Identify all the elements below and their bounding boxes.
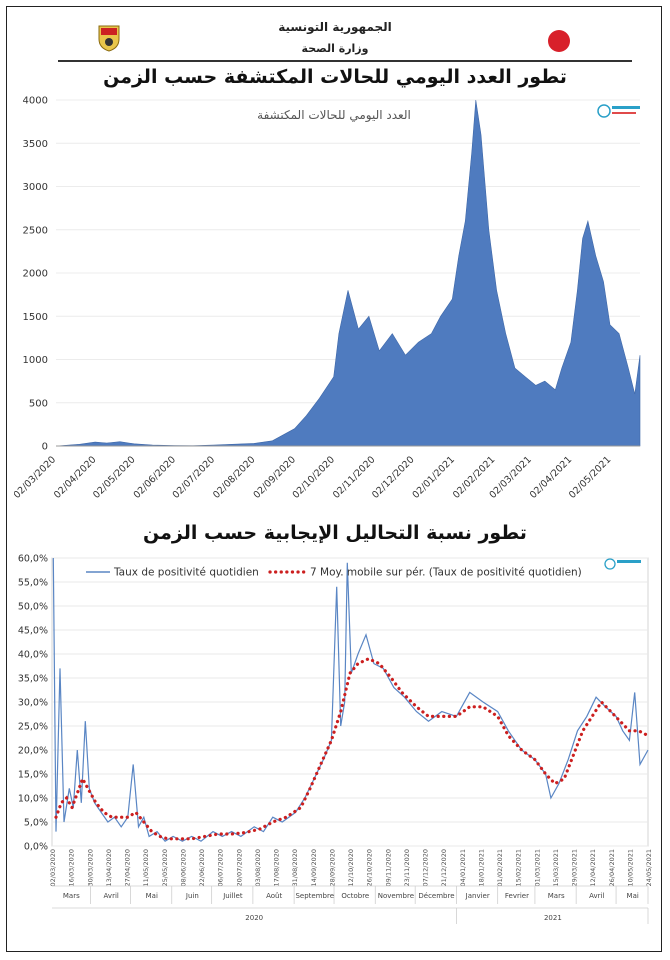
chart2-x-tick-label: 03/08/2020: [254, 849, 262, 886]
chart2-x-tick-label: 18/01/2021: [477, 849, 485, 886]
chart2-x-tick-label: 20/07/2020: [235, 849, 243, 886]
chart2-legend-moving-average: 7 Moy. mobile sur pér. (Taux de positivi…: [310, 567, 582, 579]
chart2-y-tick-label: 50,0%: [18, 602, 48, 613]
chart2-month-label: Mars: [63, 892, 80, 900]
chart1-y-tick-label: 4000: [23, 96, 48, 107]
chart2-y-tick-label: 60,0%: [18, 554, 48, 565]
chart2-y-tick-label: 25,0%: [18, 722, 48, 733]
chart2-x-tick-label: 23/11/2020: [403, 849, 411, 886]
chart2-x-tick-label: 14/09/2020: [310, 849, 318, 886]
chart2-y-tick-label: 55,0%: [18, 578, 48, 589]
chart2-x-tick-label: 07/12/2020: [422, 849, 430, 886]
chart2-year-label: 2021: [544, 914, 562, 922]
chart2-x-tick-label: 10/05/2021: [626, 849, 634, 886]
daily-cases-chart: 0500100015002000250030003500400002/03/20…: [14, 96, 641, 501]
chart1-x-tick-label: 02/05/2021: [567, 454, 614, 501]
chart2-x-tick-label: 01/03/2021: [533, 849, 541, 886]
chart2-moving-average-line: [54, 657, 650, 841]
chart2-y-tick-label: 45,0%: [18, 626, 48, 637]
chart2-month-label: Novembre: [378, 892, 414, 900]
chart2-month-label: Août: [266, 892, 282, 900]
chart2-month-label: Mai: [627, 892, 639, 900]
chart1-inner-label: العدد اليومي للحالات المكتشفة: [257, 108, 411, 123]
chart2-y-tick-label: 15,0%: [18, 770, 48, 781]
chart2-x-tick-label: 15/03/2021: [552, 849, 560, 886]
chart2-x-tick-label: 12/10/2020: [347, 849, 355, 886]
chart2-month-label: Janvier: [465, 892, 490, 900]
header-divider: [58, 60, 632, 62]
chart1-y-tick-label: 2500: [23, 225, 48, 236]
chart2-x-tick-label: 13/04/2020: [105, 849, 113, 886]
chart2-y-tick-label: 10,0%: [18, 794, 48, 805]
chart2-x-tick-label: 24/05/2021: [645, 849, 653, 886]
header-republic: الجمهورية التونسية: [278, 20, 392, 34]
chart2-x-tick-label: 30/03/2020: [86, 849, 94, 886]
ministry-logo-icon: [548, 30, 570, 52]
chart1-y-tick-label: 0: [42, 442, 48, 453]
chart2-month-label: Mai: [146, 892, 158, 900]
chart1-y-tick-label: 3000: [23, 182, 48, 193]
chart2-x-tick-label: 15/02/2021: [515, 849, 523, 886]
chart2-month-label: Mars: [548, 892, 565, 900]
chart2-daily-positivity-line: [52, 557, 649, 842]
chart2-x-tick-label: 04/01/2021: [459, 849, 467, 886]
chart2-y-tick-label: 40,0%: [18, 650, 48, 661]
chart1-y-tick-label: 500: [29, 398, 48, 409]
chart2-x-tick-label: 11/05/2020: [142, 849, 150, 886]
tunisia-emblem-icon: [98, 25, 120, 52]
chart2-x-tick-label: 02/03/2020: [49, 849, 57, 886]
header-ministry: وزارة الصحة: [301, 42, 369, 55]
chart1-area-series: [55, 99, 641, 447]
chart2-x-tick-label: 21/12/2020: [440, 849, 448, 886]
chart1-x-tick-label: 02/07/2020: [171, 454, 218, 501]
chart1-title: تطور العدد اليومي للحالات المكتشفة حسب ا…: [103, 66, 567, 88]
chart1-x-tick-label: 02/08/2020: [211, 454, 258, 501]
chart1-y-tick-label: 2000: [23, 269, 48, 280]
chart2-month-label: Octobre: [341, 892, 369, 900]
chart2-x-tick-label: 12/04/2021: [589, 849, 597, 886]
chart2-y-tick-label: 35,0%: [18, 674, 48, 685]
chart2-x-tick-label: 27/04/2020: [124, 849, 132, 886]
chart2-x-tick-label: 08/06/2020: [179, 849, 187, 886]
chart2-x-tick-label: 06/07/2020: [217, 849, 225, 886]
chart1-x-tick-label: 02/01/2021: [411, 454, 458, 501]
chart2-x-tick-label: 17/08/2020: [273, 849, 281, 886]
chart2-x-tick-label: 01/02/2021: [496, 849, 504, 886]
chart2-y-tick-label: 0,0%: [24, 842, 48, 853]
chart2-x-tick-label: 16/03/2020: [68, 849, 76, 886]
chart2-x-tick-label: 31/08/2020: [291, 849, 299, 886]
onmne-logo-bar: [612, 106, 640, 109]
chart2-x-tick-label: 26/04/2021: [608, 849, 616, 886]
chart2-month-label: Fevrier: [505, 892, 529, 900]
chart2-month-label: Juin: [185, 892, 199, 900]
onmne-logo-bar: [612, 112, 636, 114]
onmne-logo-bar: [617, 560, 641, 563]
chart2-month-label: Avril: [589, 892, 604, 900]
chart2-month-label: Septembre: [295, 892, 334, 900]
chart1-y-tick-label: 3500: [23, 139, 48, 150]
chart2-title: تطور نسبة التحاليل الإيجابية حسب الزمن: [143, 522, 527, 544]
chart2-x-tick-label: 25/05/2020: [161, 849, 169, 886]
chart1-x-tick-label: 02/10/2020: [291, 454, 338, 501]
chart2-y-tick-label: 5,0%: [24, 818, 48, 829]
chart1-x-tick-label: 02/12/2020: [370, 454, 417, 501]
chart2-x-tick-label: 28/09/2020: [328, 849, 336, 886]
chart2-x-tick-label: 09/11/2020: [384, 849, 392, 886]
chart2-legend-daily: Taux de positivité quotidien: [113, 567, 259, 579]
chart2-y-tick-label: 30,0%: [18, 698, 48, 709]
chart2-year-label: 2020: [245, 914, 263, 922]
chart2-x-tick-label: 22/06/2020: [198, 849, 206, 886]
chart2-x-tick-label: 26/10/2020: [366, 849, 374, 886]
chart1-y-tick-label: 1500: [23, 312, 48, 323]
onmne-logo-icon: [604, 558, 616, 570]
chart2-x-tick-label: 29/03/2021: [571, 849, 579, 886]
chart1-y-tick-label: 1000: [23, 355, 48, 366]
chart2-month-label: Juillet: [222, 892, 243, 900]
chart2-month-label: Décembre: [418, 892, 454, 900]
onmne-logo-icon: [597, 104, 611, 118]
chart2-month-label: Avril: [104, 892, 119, 900]
chart1-x-tick-label: 02/05/2020: [91, 454, 138, 501]
positivity-rate-chart: 0,0% 5,0% 10,0% 15,0% 20,0% 25,0% 30,0% 35,0% 40…: [18, 554, 653, 924]
chart2-y-tick-label: 20,0%: [18, 746, 48, 757]
